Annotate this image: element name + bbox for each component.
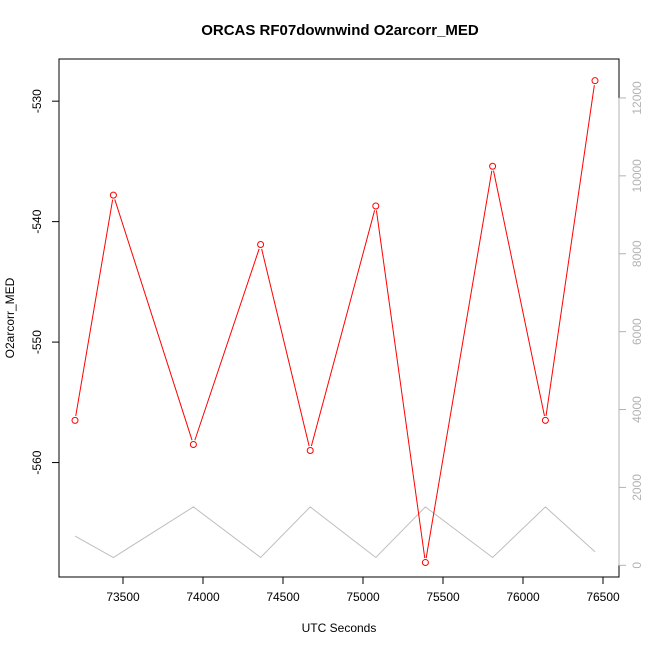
y-tick-label: -540	[30, 209, 44, 233]
primary-series-segment	[375, 210, 426, 559]
y-right-tick-label: 8000	[630, 240, 644, 267]
data-point	[109, 191, 117, 199]
primary-series-segment	[425, 170, 493, 559]
y-tick-label: -560	[30, 450, 44, 474]
plot-frame	[58, 58, 620, 578]
data-point	[421, 559, 429, 567]
primary-series-segment	[114, 199, 193, 441]
secondary-series	[74, 506, 596, 559]
primary-series-segment	[261, 248, 310, 447]
x-tick-label: 74000	[186, 590, 220, 604]
y-axis-left: -530 -540 -550 -560	[30, 89, 60, 475]
x-tick-label: 75500	[426, 590, 460, 604]
y-axis-right: 0 2000 4000 6000 8000 10000 12000	[618, 81, 644, 569]
x-tick-label: 73500	[106, 590, 140, 604]
data-point	[541, 416, 549, 424]
primary-series-segment	[545, 85, 595, 417]
y-right-tick-label: 6000	[630, 318, 644, 345]
data-point	[372, 202, 380, 210]
y-right-tick-label: 2000	[630, 474, 644, 501]
data-point	[189, 440, 197, 448]
x-axis-label: UTC Seconds	[302, 621, 377, 635]
primary-series-segment	[493, 170, 545, 417]
x-tick-label: 74500	[266, 590, 300, 604]
secondary-series-line	[74, 506, 596, 559]
x-tick-label: 76500	[586, 590, 620, 604]
primary-series	[71, 77, 599, 567]
chart-title: ORCAS RF07downwind O2arcorr_MED	[201, 22, 479, 39]
data-point	[306, 447, 314, 455]
data-point	[257, 241, 265, 249]
x-tick-label: 75000	[346, 590, 380, 604]
data-point	[591, 77, 599, 85]
y-axis-label: O2arcorr_MED	[3, 277, 17, 358]
y-right-tick-label: 4000	[630, 396, 644, 423]
y-right-tick-label: 10000	[630, 159, 644, 193]
x-tick-label: 76000	[506, 590, 540, 604]
y-right-tick-label: 12000	[630, 81, 644, 115]
x-axis: 73500 74000 74500 75000 75500 76000 76500	[106, 576, 620, 604]
primary-series-segment	[194, 248, 260, 441]
y-tick-label: -530	[30, 89, 44, 113]
primary-series-segment	[75, 199, 114, 417]
y-tick-label: -550	[30, 330, 44, 354]
data-point	[71, 416, 79, 424]
data-point	[489, 162, 497, 170]
primary-series-segment	[310, 210, 376, 447]
y-right-tick-label: 0	[630, 562, 644, 569]
